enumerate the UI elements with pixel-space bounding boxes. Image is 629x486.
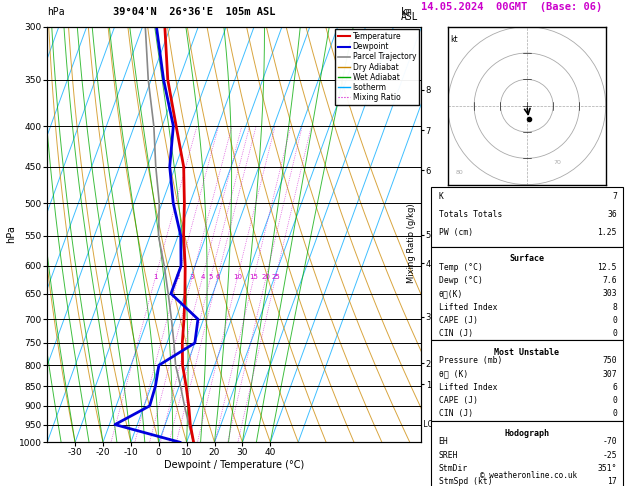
Text: 14.05.2024  00GMT  (Base: 06): 14.05.2024 00GMT (Base: 06): [421, 2, 603, 12]
Text: Temp (°C): Temp (°C): [438, 263, 482, 272]
Text: CAPE (J): CAPE (J): [438, 396, 477, 405]
Text: CIN (J): CIN (J): [438, 409, 472, 418]
Text: 2: 2: [176, 274, 181, 280]
Text: 6: 6: [612, 383, 617, 392]
Text: 351°: 351°: [598, 464, 617, 473]
Text: -25: -25: [603, 451, 617, 460]
Text: CAPE (J): CAPE (J): [438, 316, 477, 325]
Text: Totals Totals: Totals Totals: [438, 210, 502, 219]
Text: PW (cm): PW (cm): [438, 228, 472, 237]
Text: km: km: [401, 7, 413, 17]
Text: Pressure (mb): Pressure (mb): [438, 356, 502, 365]
Text: 4: 4: [200, 274, 204, 280]
Text: Hodograph: Hodograph: [504, 429, 549, 438]
Text: 0: 0: [612, 396, 617, 405]
Text: Lifted Index: Lifted Index: [438, 383, 497, 392]
Legend: Temperature, Dewpoint, Parcel Trajectory, Dry Adiabat, Wet Adiabat, Isotherm, Mi: Temperature, Dewpoint, Parcel Trajectory…: [335, 29, 419, 105]
Text: © weatheronline.co.uk: © weatheronline.co.uk: [480, 471, 577, 480]
Text: SREH: SREH: [438, 451, 458, 460]
Text: LCL: LCL: [421, 420, 438, 429]
Text: 5: 5: [208, 274, 213, 280]
Text: 7.6: 7.6: [603, 276, 617, 285]
Text: 8: 8: [612, 303, 617, 312]
Text: StmDir: StmDir: [438, 464, 468, 473]
Text: 17: 17: [607, 477, 617, 486]
Bar: [431, 247, 623, 341]
Text: Mixing Ratio (g/kg): Mixing Ratio (g/kg): [408, 203, 416, 283]
Text: 36: 36: [607, 210, 617, 219]
Text: 1: 1: [153, 274, 158, 280]
Y-axis label: hPa: hPa: [6, 226, 16, 243]
Text: -70: -70: [603, 437, 617, 446]
Text: StmSpd (kt): StmSpd (kt): [438, 477, 492, 486]
Text: EH: EH: [438, 437, 448, 446]
X-axis label: Dewpoint / Temperature (°C): Dewpoint / Temperature (°C): [164, 460, 304, 469]
Text: 1.25: 1.25: [598, 228, 617, 237]
Text: Surface: Surface: [509, 255, 544, 263]
Text: CIN (J): CIN (J): [438, 329, 472, 338]
Bar: [431, 341, 623, 421]
Text: 0: 0: [612, 409, 617, 418]
Text: hPa: hPa: [47, 7, 65, 17]
Text: Dewp (°C): Dewp (°C): [438, 276, 482, 285]
Text: K: K: [438, 191, 443, 201]
Text: 3: 3: [190, 274, 194, 280]
Text: 750: 750: [603, 356, 617, 365]
Text: 0: 0: [612, 329, 617, 338]
Text: 20: 20: [262, 274, 270, 280]
Bar: [431, 187, 623, 247]
Text: 10: 10: [233, 274, 242, 280]
Text: 15: 15: [250, 274, 259, 280]
Text: 307: 307: [603, 369, 617, 379]
Text: θᴄ(K): θᴄ(K): [438, 289, 463, 298]
Text: 6: 6: [215, 274, 220, 280]
Text: ASL: ASL: [401, 12, 419, 22]
Text: 0: 0: [612, 316, 617, 325]
Text: 7: 7: [612, 191, 617, 201]
Text: 25: 25: [271, 274, 280, 280]
Text: 12.5: 12.5: [598, 263, 617, 272]
Text: Lifted Index: Lifted Index: [438, 303, 497, 312]
Text: θᴄ (K): θᴄ (K): [438, 369, 468, 379]
Text: Most Unstable: Most Unstable: [494, 348, 559, 357]
Text: 303: 303: [603, 289, 617, 298]
Bar: [431, 421, 623, 486]
Text: 39°04'N  26°36'E  105m ASL: 39°04'N 26°36'E 105m ASL: [113, 7, 276, 17]
